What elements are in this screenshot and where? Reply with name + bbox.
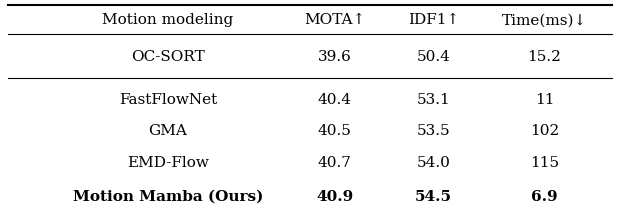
Text: GMA: GMA [149, 124, 187, 138]
Text: 115: 115 [530, 156, 559, 170]
Text: 39.6: 39.6 [318, 50, 352, 64]
Text: 102: 102 [530, 124, 559, 138]
Text: Time(ms)↓: Time(ms)↓ [502, 13, 587, 27]
Text: 40.5: 40.5 [318, 124, 352, 138]
Text: OC-SORT: OC-SORT [131, 50, 205, 64]
Text: 40.7: 40.7 [318, 156, 352, 170]
Text: 11: 11 [535, 93, 554, 107]
Text: 54.0: 54.0 [417, 156, 450, 170]
Text: Motion Mamba (Ours): Motion Mamba (Ours) [73, 190, 264, 204]
Text: 6.9: 6.9 [531, 190, 558, 204]
Text: 53.5: 53.5 [417, 124, 450, 138]
Text: 15.2: 15.2 [528, 50, 562, 64]
Text: MOTA↑: MOTA↑ [304, 13, 365, 27]
Text: IDF1↑: IDF1↑ [408, 13, 459, 27]
Text: Motion modeling: Motion modeling [102, 13, 234, 27]
Text: 54.5: 54.5 [415, 190, 452, 204]
Text: FastFlowNet: FastFlowNet [119, 93, 217, 107]
Text: 53.1: 53.1 [417, 93, 450, 107]
Text: 50.4: 50.4 [417, 50, 450, 64]
Text: 40.4: 40.4 [317, 93, 352, 107]
Text: EMD-Flow: EMD-Flow [127, 156, 209, 170]
Text: 40.9: 40.9 [316, 190, 353, 204]
